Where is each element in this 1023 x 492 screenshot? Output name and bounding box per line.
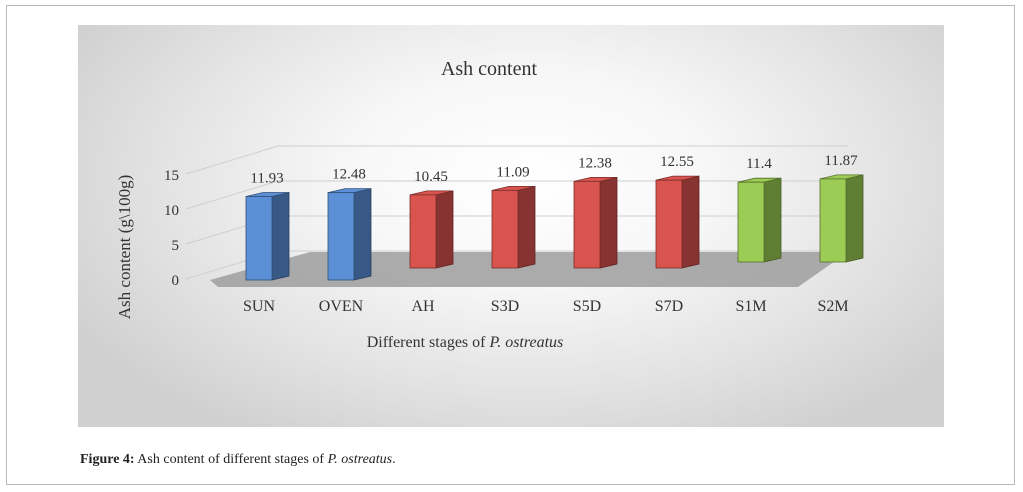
- caption-lead: Figure 4:: [80, 452, 135, 467]
- data-label: 11.4: [746, 156, 772, 172]
- y-axis-label: Ash content (g\100g): [115, 175, 134, 319]
- x-tick-label: SUN: [243, 298, 275, 315]
- x-tick-label: AH: [411, 298, 435, 315]
- caption-text: Ash content of different stages of: [134, 452, 328, 467]
- x-tick-label: S1M: [735, 298, 766, 315]
- bars: [245, 174, 864, 281]
- data-label: 11.09: [496, 164, 529, 180]
- data-label: 11.93: [250, 170, 283, 186]
- chart-title: Ash content: [441, 58, 538, 80]
- data-label: 12.48: [332, 167, 366, 183]
- x-tick-label: S7D: [655, 298, 683, 315]
- x-axis-label-species: P. ostreatus: [488, 334, 563, 351]
- data-label: 12.38: [578, 155, 612, 171]
- y-tick-label: 10: [164, 203, 179, 219]
- bar: [573, 176, 618, 269]
- bar: [737, 177, 782, 263]
- data-label: 12.55: [660, 154, 694, 170]
- x-tick-label: S2M: [817, 298, 848, 315]
- y-tick-label: 15: [164, 168, 179, 184]
- data-label: 11.87: [824, 153, 858, 169]
- x-tick-label: OVEN: [319, 298, 364, 315]
- gridline: [185, 145, 848, 175]
- x-tick-label: S5D: [573, 298, 601, 315]
- x-tick-label: S3D: [491, 298, 519, 315]
- bar: [491, 185, 536, 269]
- bar: [819, 174, 864, 263]
- x-axis-ticks: SUN OVEN AH S3D S5D S7D S1M S2M: [243, 298, 849, 315]
- bar: [327, 188, 372, 281]
- caption-species: P. ostreatus: [327, 452, 393, 467]
- bar: [655, 175, 700, 269]
- x-axis-label-prefix: Different stages of: [367, 334, 490, 351]
- y-tick-label: 0: [172, 273, 180, 289]
- figure-caption: Figure 4: Ash content of different stage…: [80, 452, 396, 468]
- y-axis-ticks: 0 5 10 15: [164, 168, 179, 289]
- data-label: 10.45: [414, 169, 448, 185]
- caption-end: .: [392, 452, 396, 467]
- bar: [245, 191, 290, 281]
- chart-panel: 11.93 12.48 10.45 11.09 12.38 12.55 11.4 11.87 …: [78, 25, 944, 427]
- bar: [409, 190, 454, 269]
- data-labels: 11.93 12.48 10.45 11.09 12.38 12.55 11.4 11.87: [250, 153, 858, 187]
- y-tick-label: 5: [172, 238, 180, 254]
- x-axis-label: Different stages of P. ostreatus: [367, 334, 564, 351]
